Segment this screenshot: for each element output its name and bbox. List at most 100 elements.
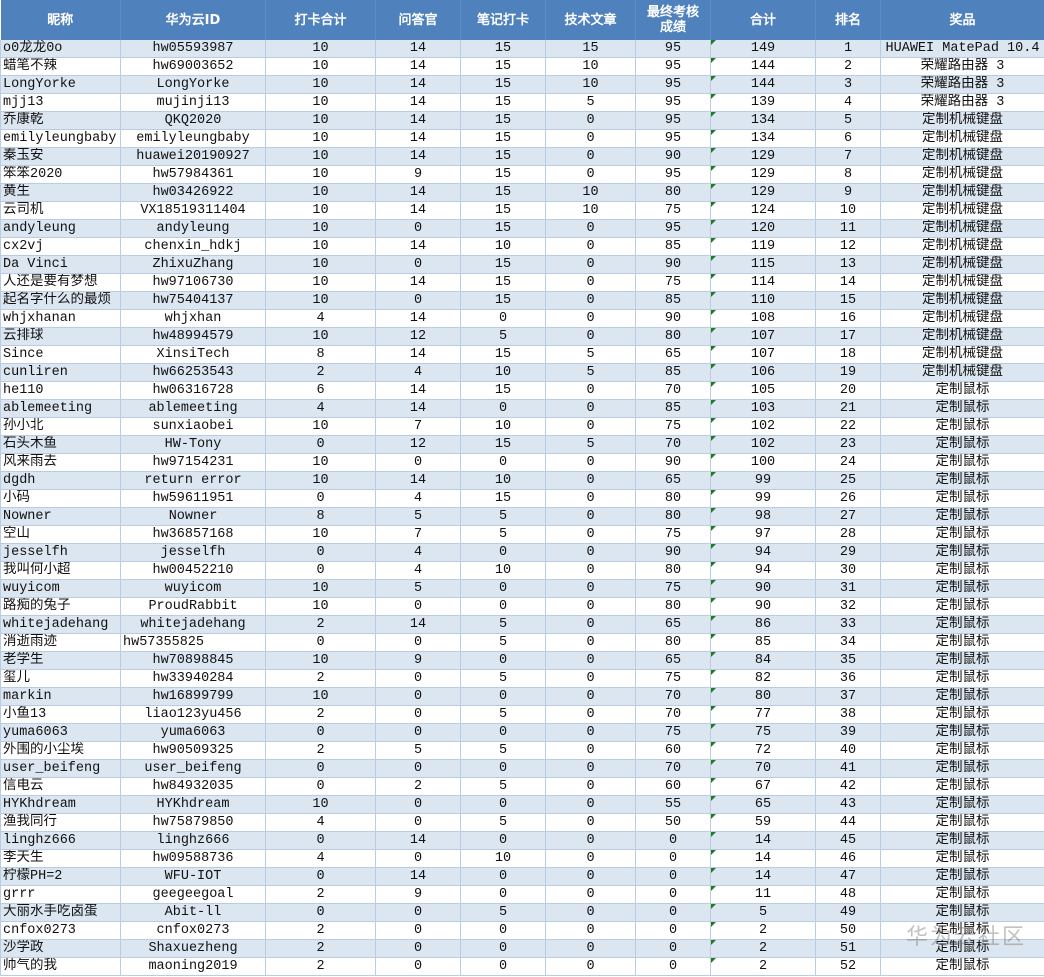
cell-qa-officer[interactable]: 14 xyxy=(375,93,461,112)
cell-prize[interactable]: 定制鼠标 xyxy=(880,705,1044,724)
cell-note-checkin[interactable]: 15 xyxy=(460,129,546,148)
cell-tech-article[interactable]: 0 xyxy=(545,219,636,238)
cell-rank[interactable]: 16 xyxy=(815,309,881,328)
cell-note-checkin[interactable]: 5 xyxy=(460,813,546,832)
cell-tech-article[interactable]: 0 xyxy=(545,129,636,148)
cell-final-score[interactable]: 0 xyxy=(635,957,711,976)
cell-note-checkin[interactable]: 15 xyxy=(460,435,546,454)
cell-note-checkin[interactable]: 0 xyxy=(460,885,546,904)
cell-checkin-total[interactable]: 0 xyxy=(265,633,376,652)
cell-note-checkin[interactable]: 10 xyxy=(460,363,546,382)
cell-cloud-id[interactable]: mujinji13 xyxy=(120,93,266,112)
cell-nickname[interactable]: 李天生 xyxy=(0,849,121,868)
cell-nickname[interactable]: o0龙龙0o xyxy=(0,40,121,58)
cell-prize[interactable]: 荣耀路由器 3 xyxy=(880,57,1044,76)
cell-nickname[interactable]: dgdh xyxy=(0,471,121,490)
cell-checkin-total[interactable]: 8 xyxy=(265,507,376,526)
cell-tech-article[interactable]: 0 xyxy=(545,525,636,544)
cell-nickname[interactable]: 黄生 xyxy=(0,183,121,202)
cell-nickname[interactable]: andyleung xyxy=(0,219,121,238)
cell-note-checkin[interactable]: 15 xyxy=(460,489,546,508)
cell-checkin-total[interactable]: 10 xyxy=(265,471,376,490)
cell-checkin-total[interactable]: 10 xyxy=(265,255,376,274)
cell-total[interactable]: 99 xyxy=(710,489,816,508)
cell-note-checkin[interactable]: 5 xyxy=(460,669,546,688)
cell-total[interactable]: 85 xyxy=(710,633,816,652)
cell-qa-officer[interactable]: 4 xyxy=(375,561,461,580)
cell-final-score[interactable]: 0 xyxy=(635,831,711,850)
cell-rank[interactable]: 28 xyxy=(815,525,881,544)
cell-final-score[interactable]: 70 xyxy=(635,705,711,724)
cell-final-score[interactable]: 90 xyxy=(635,255,711,274)
cell-nickname[interactable]: 风来雨去 xyxy=(0,453,121,472)
cell-rank[interactable]: 42 xyxy=(815,777,881,796)
cell-final-score[interactable]: 95 xyxy=(635,165,711,184)
cell-tech-article[interactable]: 0 xyxy=(545,309,636,328)
cell-tech-article[interactable]: 0 xyxy=(545,633,636,652)
cell-rank[interactable]: 46 xyxy=(815,849,881,868)
cell-note-checkin[interactable]: 15 xyxy=(460,273,546,292)
cell-note-checkin[interactable]: 15 xyxy=(460,93,546,112)
cell-rank[interactable]: 11 xyxy=(815,219,881,238)
cell-tech-article[interactable]: 0 xyxy=(545,543,636,562)
cell-checkin-total[interactable]: 2 xyxy=(265,741,376,760)
cell-prize[interactable]: 定制鼠标 xyxy=(880,669,1044,688)
cell-prize[interactable]: 定制鼠标 xyxy=(880,489,1044,508)
cell-total[interactable]: 107 xyxy=(710,345,816,364)
cell-cloud-id[interactable]: hw57984361 xyxy=(120,165,266,184)
cell-rank[interactable]: 1 xyxy=(815,40,881,58)
cell-nickname[interactable]: 小鱼13 xyxy=(0,705,121,724)
cell-rank[interactable]: 18 xyxy=(815,345,881,364)
cell-final-score[interactable]: 95 xyxy=(635,129,711,148)
cell-final-score[interactable]: 85 xyxy=(635,399,711,418)
cell-note-checkin[interactable]: 15 xyxy=(460,75,546,94)
cell-qa-officer[interactable]: 14 xyxy=(375,201,461,220)
cell-checkin-total[interactable]: 4 xyxy=(265,399,376,418)
cell-total[interactable]: 107 xyxy=(710,327,816,346)
cell-rank[interactable]: 32 xyxy=(815,597,881,616)
cell-total[interactable]: 65 xyxy=(710,795,816,814)
cell-tech-article[interactable]: 0 xyxy=(545,759,636,778)
cell-note-checkin[interactable]: 15 xyxy=(460,165,546,184)
cell-total[interactable]: 84 xyxy=(710,651,816,670)
cell-prize[interactable]: 定制鼠标 xyxy=(880,471,1044,490)
cell-cloud-id[interactable]: hw00452210 xyxy=(120,561,266,580)
cell-cloud-id[interactable]: ProudRabbit xyxy=(120,597,266,616)
header-checkin-total[interactable]: 打卡合计 xyxy=(265,0,376,40)
cell-nickname[interactable]: mjj13 xyxy=(0,93,121,112)
cell-rank[interactable]: 6 xyxy=(815,129,881,148)
cell-checkin-total[interactable]: 0 xyxy=(265,435,376,454)
cell-cloud-id[interactable]: HW-Tony xyxy=(120,435,266,454)
cell-checkin-total[interactable]: 10 xyxy=(265,111,376,130)
cell-prize[interactable]: 定制鼠标 xyxy=(880,579,1044,598)
cell-note-checkin[interactable]: 0 xyxy=(460,723,546,742)
cell-total[interactable]: 70 xyxy=(710,759,816,778)
cell-nickname[interactable]: 空山 xyxy=(0,525,121,544)
cell-cloud-id[interactable]: hw16899799 xyxy=(120,687,266,706)
cell-prize[interactable]: 定制机械键盘 xyxy=(880,291,1044,310)
cell-nickname[interactable]: grrr xyxy=(0,885,121,904)
cell-checkin-total[interactable]: 10 xyxy=(265,57,376,76)
cell-final-score[interactable]: 60 xyxy=(635,741,711,760)
cell-cloud-id[interactable]: emilyleungbaby xyxy=(120,129,266,148)
cell-checkin-total[interactable]: 8 xyxy=(265,345,376,364)
cell-tech-article[interactable]: 0 xyxy=(545,291,636,310)
cell-checkin-total[interactable]: 2 xyxy=(265,885,376,904)
cell-note-checkin[interactable]: 5 xyxy=(460,741,546,760)
cell-note-checkin[interactable]: 0 xyxy=(460,597,546,616)
cell-cloud-id[interactable]: user_beifeng xyxy=(120,759,266,778)
cell-cloud-id[interactable]: sunxiaobei xyxy=(120,417,266,436)
cell-cloud-id[interactable]: hw57355825 xyxy=(120,633,266,652)
cell-tech-article[interactable]: 0 xyxy=(545,723,636,742)
cell-checkin-total[interactable]: 10 xyxy=(265,237,376,256)
cell-final-score[interactable]: 80 xyxy=(635,507,711,526)
cell-qa-officer[interactable]: 0 xyxy=(375,759,461,778)
cell-cloud-id[interactable]: chenxin_hdkj xyxy=(120,237,266,256)
cell-tech-article[interactable]: 0 xyxy=(545,939,636,958)
cell-tech-article[interactable]: 5 xyxy=(545,435,636,454)
cell-prize[interactable]: 定制鼠标 xyxy=(880,507,1044,526)
cell-note-checkin[interactable]: 0 xyxy=(460,687,546,706)
cell-note-checkin[interactable]: 5 xyxy=(460,633,546,652)
cell-checkin-total[interactable]: 2 xyxy=(265,669,376,688)
cell-nickname[interactable]: HYKhdream xyxy=(0,795,121,814)
